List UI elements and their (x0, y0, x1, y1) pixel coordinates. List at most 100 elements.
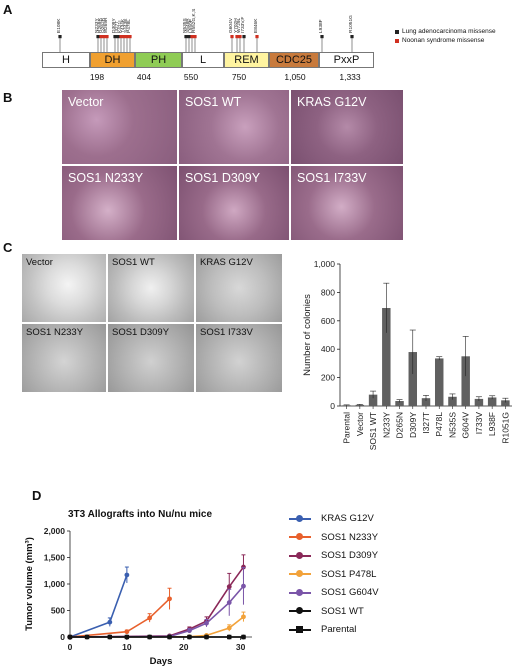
x-tick-label: Vector (355, 412, 365, 436)
well-sos1-wt: SOS1 WT (108, 254, 194, 322)
data-point (187, 628, 192, 634)
data-point (124, 634, 130, 640)
bar (461, 356, 470, 406)
legend-item: Parental (289, 624, 356, 635)
well-kras-g12v: KRAS G12V (196, 254, 282, 322)
legend-swatch-icon (289, 514, 311, 524)
chart-title: 3T3 Allografts into Nu/nu mice (68, 509, 213, 520)
series-line (69, 574, 128, 638)
mutation-marker (230, 35, 234, 39)
bar (474, 398, 484, 406)
legend-swatch-icon (289, 625, 311, 635)
mutation-marker (242, 35, 246, 39)
data-point (241, 614, 246, 620)
y-tick-label: 1,000 (44, 579, 66, 589)
mutation-marker (96, 35, 100, 39)
data-point (227, 634, 232, 640)
legend-swatch-icon (289, 606, 311, 616)
panel-b-letter: B (3, 90, 13, 105)
legend-item: SOS1 G604V (289, 587, 379, 598)
y-tick-label: 0 (60, 632, 65, 642)
y-tick-label: 500 (51, 606, 65, 616)
x-tick-label: D309Y (408, 412, 418, 438)
legend-item: SOS1 N233Y (289, 532, 378, 543)
data-point (124, 572, 130, 578)
x-tick-label: I327T (421, 412, 431, 434)
mutation-marker (187, 35, 191, 39)
well-sos1-i733v: SOS1 I733V (196, 324, 282, 392)
mutation-marker (238, 35, 242, 39)
well-vector: Vector (22, 254, 106, 322)
bar (368, 394, 378, 406)
mutation-marker (235, 35, 239, 39)
colony-bar-chart: 0 200 400 600 800 1,000 Number of colonies Pare… (302, 259, 512, 450)
position-550: 550 (183, 72, 199, 82)
legend-label: SOS1 D309Y (321, 550, 379, 561)
mutation-label: M269R (104, 17, 109, 33)
legend-swatch-icon (289, 532, 311, 542)
y-tick-label: 1,000 (314, 259, 336, 269)
mutation-marker (119, 35, 123, 39)
x-tick-label: 30 (236, 642, 246, 652)
legend-item: SOS1 P478L (289, 569, 376, 580)
mutation-marker (99, 35, 103, 39)
legend-label: SOS1 WT (321, 605, 364, 617)
position-198: 198 (89, 72, 105, 82)
legend-label: KRAS G12V (321, 513, 374, 524)
x-axis-title: Days (150, 656, 173, 666)
mutation-marker (116, 35, 120, 39)
data-point (147, 634, 152, 640)
mutation-marker (193, 35, 197, 39)
mutation-marker (113, 35, 117, 39)
domain-cdc25: CDC25 (269, 52, 319, 68)
bar (421, 398, 431, 406)
legend-noonan: Noonan syndrome missense (395, 37, 484, 44)
x-tick-label: I733V (474, 412, 484, 435)
mutation-marker (255, 35, 259, 39)
y-tick-label: 600 (321, 316, 335, 326)
legend-lung: Lung adenocarcinoma missense (395, 28, 496, 35)
micrograph-sos1-wt: SOS1 WT (179, 90, 289, 164)
data-point (147, 615, 153, 621)
data-point (204, 634, 209, 640)
data-point (241, 564, 246, 570)
x-tick-label: 0 (68, 642, 73, 652)
x-tick-label: L938F (487, 412, 497, 436)
micrograph-kras-g12v: KRAS G12V (291, 90, 403, 164)
y-axis-title: Number of colonies (302, 294, 313, 376)
legend-item: SOS1 D309Y (289, 550, 378, 561)
data-point (84, 634, 90, 640)
micrograph-vector: Vector (62, 90, 177, 164)
bar (448, 396, 457, 406)
domain-pxxp: PxxP (319, 52, 374, 68)
position-404: 404 (136, 72, 152, 82)
x-tick-label: N535S (447, 412, 457, 438)
bar (434, 358, 444, 406)
legend-item: SOS1 WT (289, 606, 364, 617)
mutation-marker (320, 35, 324, 39)
y-tick-label: 400 (321, 344, 335, 354)
data-point (67, 634, 73, 640)
legend-swatch-icon (289, 588, 311, 598)
x-tick-label: P478L (434, 412, 444, 437)
bar (395, 401, 404, 406)
data-point (187, 634, 192, 640)
mutation-marker (184, 35, 188, 39)
mutation-label: R552G,K,S (192, 8, 197, 33)
y-tick-label: 800 (321, 287, 335, 297)
mutation-marker (190, 35, 194, 39)
lung-marker-icon (395, 29, 399, 34)
y-tick-label: 1,500 (44, 553, 66, 563)
y-tick-label: 0 (330, 401, 335, 411)
x-tick-label: 20 (179, 642, 189, 652)
mutation-label: L938F (319, 19, 324, 33)
legend-item: KRAS G12V (289, 513, 374, 524)
bar (382, 308, 391, 406)
domain-l: L (182, 52, 224, 68)
mutation-marker (122, 35, 126, 39)
noonan-marker-icon (395, 38, 399, 43)
panel-a-letter: A (3, 2, 13, 17)
mutation-marker (128, 35, 132, 39)
series-line (69, 598, 171, 638)
data-point (241, 583, 246, 589)
